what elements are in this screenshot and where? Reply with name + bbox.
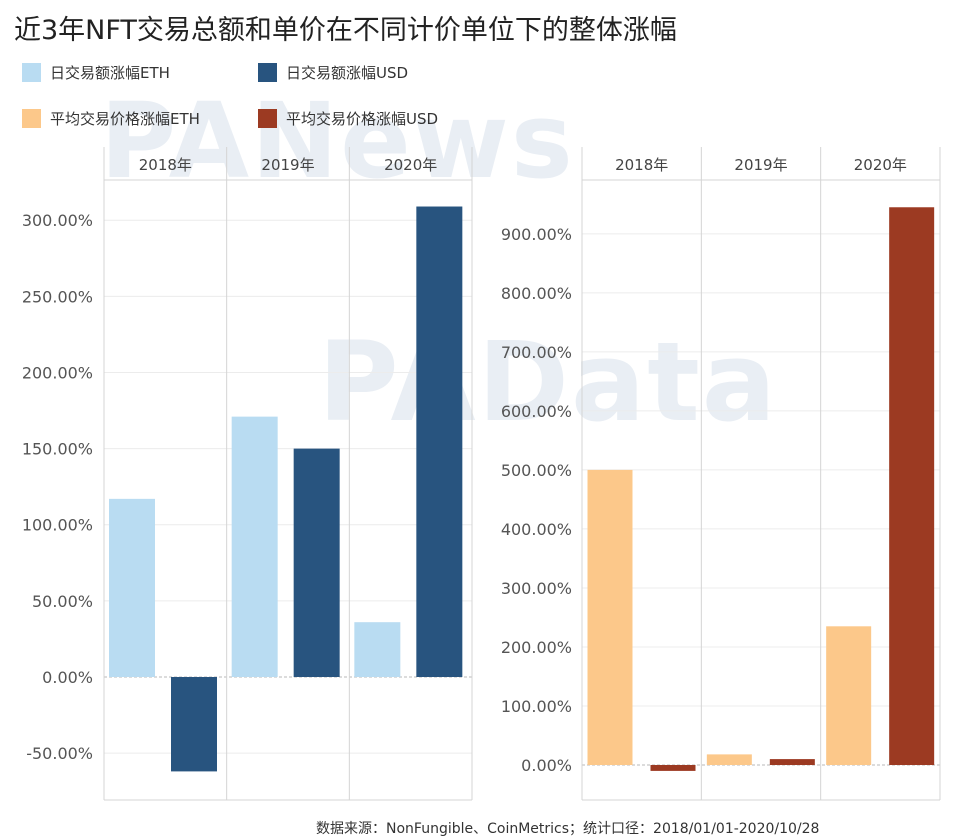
legend-label: 日交易额涨幅USD [286, 64, 409, 82]
chart-1: -50.00% 0.00% 50.00% 100.00% 150.00% 200.00% 2… [22, 147, 473, 801]
bar [416, 206, 463, 677]
category-header: 2019年 [261, 156, 314, 174]
bar [231, 416, 278, 677]
category-header: 2018年 [615, 156, 668, 174]
category-header: 2019年 [734, 156, 787, 174]
legend-label: 日交易额涨幅ETH [50, 64, 170, 82]
y-tick-label: 400.00% [501, 520, 572, 539]
bar [109, 498, 155, 677]
bar [354, 622, 401, 677]
y-tick-label: 500.00% [501, 461, 572, 480]
category-header: 2018年 [139, 156, 192, 174]
legend-label: 平均交易价格涨幅ETH [50, 110, 200, 128]
legend-item-usd-price: 平均交易价格涨幅USD [258, 108, 438, 129]
y-tick-label: 0.00% [42, 668, 93, 687]
y-tick-label: 700.00% [501, 343, 572, 362]
legend-swatch [22, 109, 41, 128]
watermark-panews: PANews [100, 80, 575, 202]
y-tick-label: 100.00% [22, 516, 93, 535]
y-tick-label: 300.00% [22, 211, 93, 230]
bar [769, 759, 815, 765]
bar [587, 469, 633, 765]
legend-item-usd-volume: 日交易额涨幅USD [258, 62, 408, 83]
y-tick-label: 600.00% [501, 402, 572, 421]
bar [706, 754, 752, 765]
bar [889, 207, 935, 766]
bar [171, 677, 217, 772]
legend-item-eth-volume: 日交易额涨幅ETH [22, 62, 170, 83]
category-header: 2020年 [854, 156, 907, 174]
y-tick-label: 250.00% [22, 287, 93, 306]
y-tick-label: -50.00% [26, 744, 93, 763]
y-tick-label: 0.00% [521, 756, 572, 775]
data-source-footer: 数据来源：NonFungible、CoinMetrics；统计口径：2018/0… [316, 821, 820, 837]
legend-label: 平均交易价格涨幅USD [286, 110, 439, 128]
chart-2: 0.00% 100.00% 200.00% 300.00% 400.00% 500.00%… [501, 147, 941, 801]
category-header: 2020年 [384, 156, 437, 174]
y-tick-label: 300.00% [501, 579, 572, 598]
y-tick-label: 200.00% [22, 363, 93, 382]
y-tick-label: 800.00% [501, 284, 572, 303]
y-tick-label: 200.00% [501, 638, 572, 657]
chart-title: 近3年NFT交易总额和单价在不同计价单位下的整体涨幅 [14, 15, 677, 46]
bar [826, 626, 872, 765]
watermark-padata: PAData [318, 318, 779, 446]
bar [650, 765, 696, 771]
y-tick-label: 150.00% [22, 440, 93, 459]
y-tick-label: 900.00% [501, 225, 572, 244]
legend-item-eth-price: 平均交易价格涨幅ETH [22, 108, 200, 129]
legend-swatch [22, 63, 41, 82]
y-tick-label: 50.00% [32, 592, 93, 611]
bar [293, 448, 340, 677]
legend-swatch [258, 109, 277, 128]
legend-swatch [258, 63, 277, 82]
y-tick-label: 100.00% [501, 697, 572, 716]
